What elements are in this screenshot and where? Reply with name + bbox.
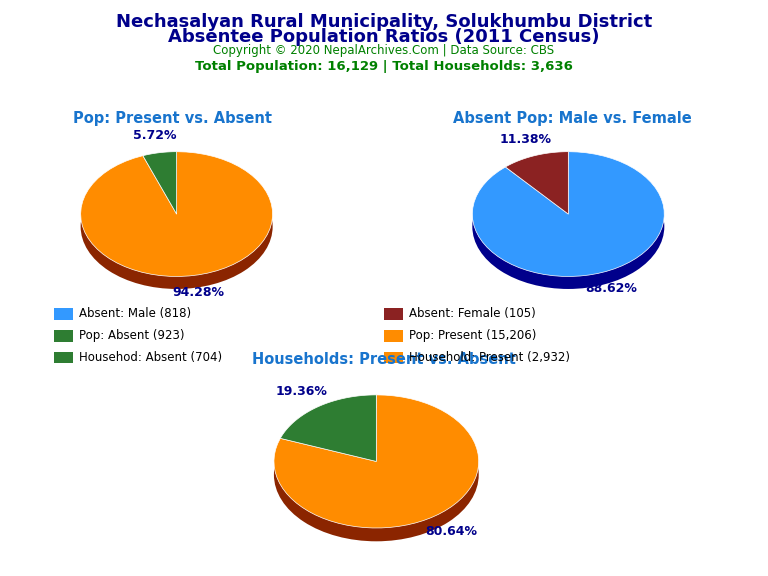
- Text: Total Population: 16,129 | Total Households: 3,636: Total Population: 16,129 | Total Househo…: [195, 60, 573, 73]
- Text: Copyright © 2020 NepalArchives.Com | Data Source: CBS: Copyright © 2020 NepalArchives.Com | Dat…: [214, 44, 554, 57]
- Polygon shape: [505, 151, 568, 214]
- Text: 94.28%: 94.28%: [173, 286, 224, 299]
- Text: Households: Present vs. Absent: Households: Present vs. Absent: [252, 353, 516, 367]
- Polygon shape: [143, 151, 177, 214]
- Text: 80.64%: 80.64%: [425, 525, 477, 538]
- Polygon shape: [472, 151, 664, 276]
- Polygon shape: [280, 395, 376, 461]
- Text: Absent: Female (105): Absent: Female (105): [409, 308, 536, 320]
- Ellipse shape: [274, 408, 478, 541]
- Text: 88.62%: 88.62%: [585, 282, 637, 295]
- Text: 19.36%: 19.36%: [276, 385, 327, 398]
- Text: 11.38%: 11.38%: [499, 132, 551, 146]
- Text: Pop: Present (15,206): Pop: Present (15,206): [409, 329, 537, 342]
- Ellipse shape: [81, 164, 273, 289]
- Text: Househod: Absent (704): Househod: Absent (704): [79, 351, 222, 364]
- Text: Absent Pop: Male vs. Female: Absent Pop: Male vs. Female: [453, 111, 691, 126]
- Text: Pop: Present vs. Absent: Pop: Present vs. Absent: [73, 111, 273, 126]
- Polygon shape: [81, 151, 273, 276]
- Ellipse shape: [472, 164, 664, 289]
- Text: Nechasalyan Rural Municipality, Solukhumbu District: Nechasalyan Rural Municipality, Solukhum…: [116, 13, 652, 31]
- Text: Absentee Population Ratios (2011 Census): Absentee Population Ratios (2011 Census): [168, 28, 600, 46]
- Text: 5.72%: 5.72%: [133, 129, 177, 142]
- Text: Pop: Absent (923): Pop: Absent (923): [79, 329, 184, 342]
- Polygon shape: [274, 395, 478, 528]
- Text: Absent: Male (818): Absent: Male (818): [79, 308, 191, 320]
- Text: Household: Present (2,932): Household: Present (2,932): [409, 351, 571, 364]
